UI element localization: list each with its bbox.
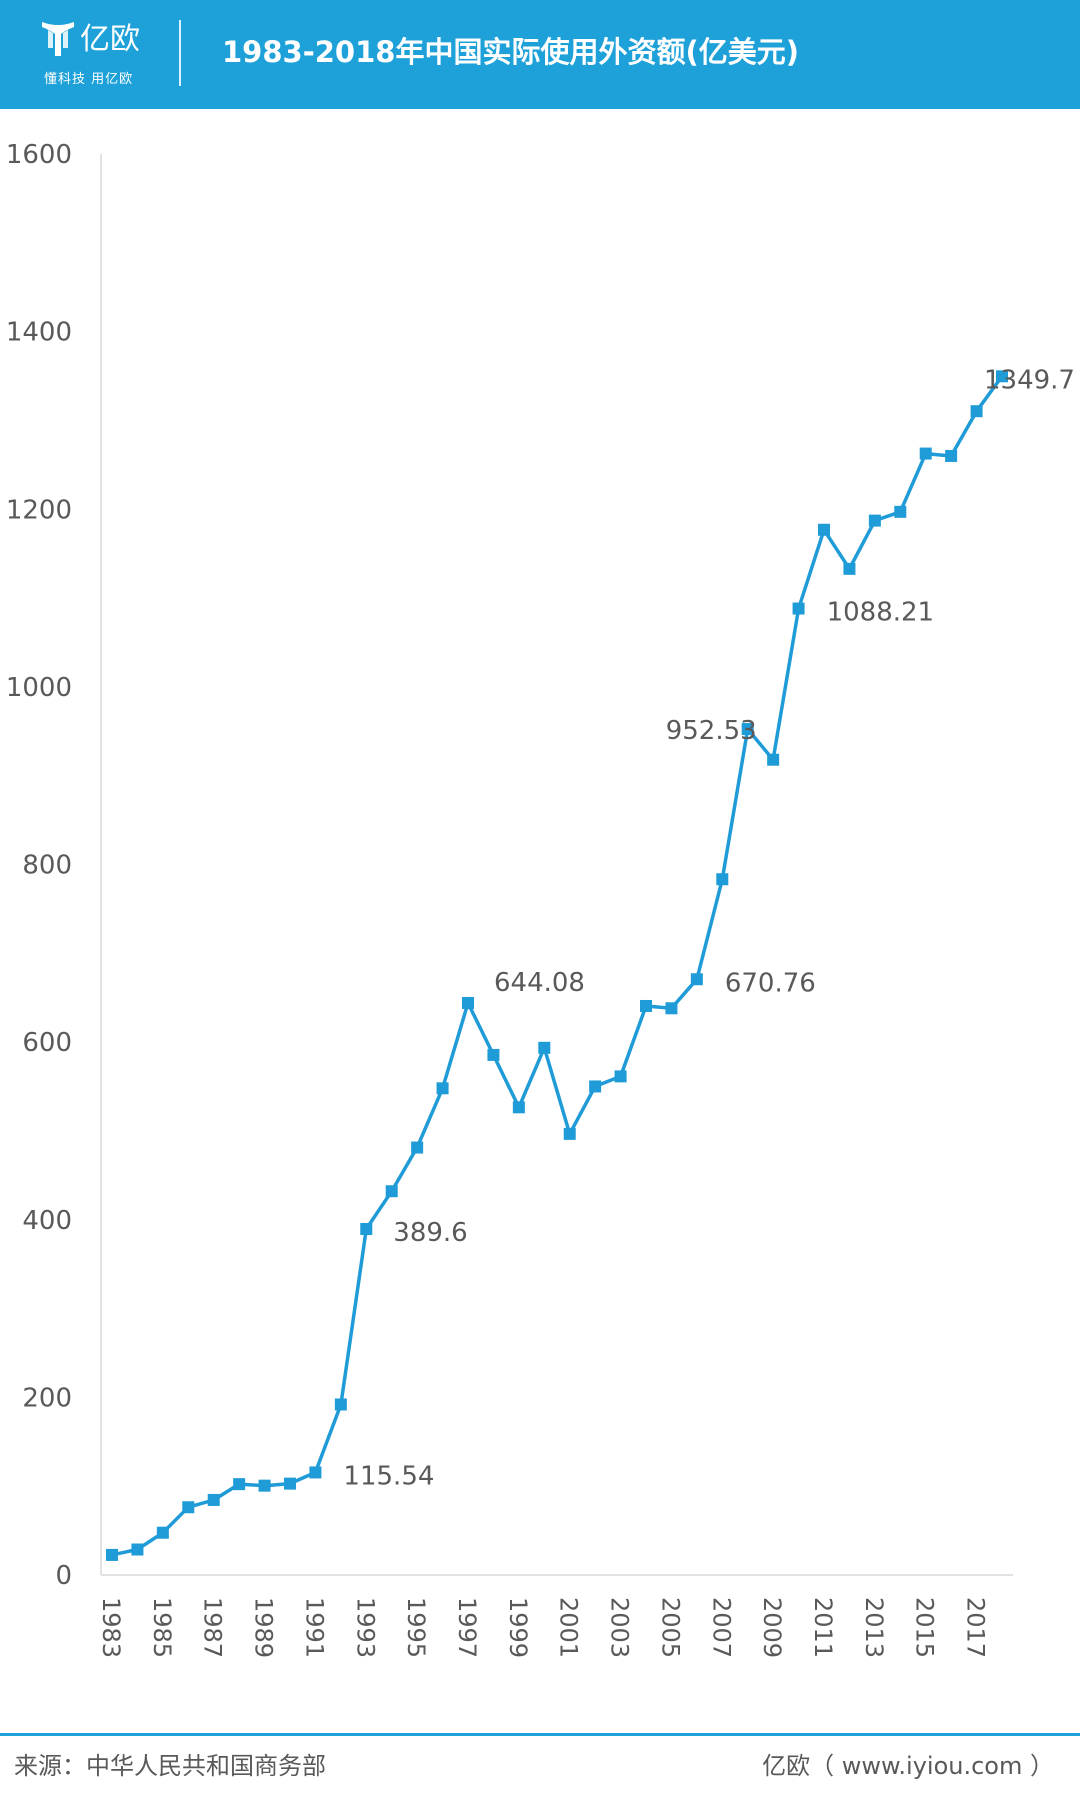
x-tick-label: 2015 <box>911 1597 939 1658</box>
data-point <box>131 1543 144 1556</box>
x-tick-label: 2007 <box>707 1597 735 1658</box>
data-point <box>512 1101 525 1114</box>
site-credit[interactable]: 亿欧（ www.iyiou.com ） <box>762 1752 1054 1780</box>
data-point <box>614 1070 627 1083</box>
data-label: 1349.7 <box>984 365 1075 395</box>
header-banner: 亿欧 懂科技 用亿欧 1983-2018年中国实际使用外资额(亿美元) <box>0 0 1080 109</box>
data-point <box>487 1048 500 1061</box>
y-axis-ticks: 0 200 400 600 800 1000 1200 1400 1600 <box>6 140 72 1591</box>
data-point <box>741 723 754 736</box>
x-axis-ticks: 1983 1985 1987 1989 1991 1993 1995 1997 1999 2001… <box>97 1597 990 1658</box>
y-tick-label: 600 <box>22 1028 72 1058</box>
data-label: 1088.21 <box>827 598 935 628</box>
data-point <box>665 1002 678 1015</box>
data-label: 644.08 <box>494 968 585 998</box>
y-tick-label: 1000 <box>6 673 72 703</box>
data-point <box>716 873 729 886</box>
data-point <box>970 405 983 418</box>
data-point <box>106 1548 118 1561</box>
data-point <box>462 996 474 1009</box>
data-point <box>843 562 856 575</box>
y-tick-label: 1200 <box>6 495 72 525</box>
x-tick-label: 2011 <box>809 1597 837 1658</box>
y-tick-label: 400 <box>22 1206 72 1236</box>
x-tick-label: 1995 <box>402 1597 430 1658</box>
data-point <box>868 514 881 527</box>
data-label: 115.54 <box>343 1461 434 1491</box>
data-point <box>360 1222 373 1235</box>
y-tick-label: 1400 <box>6 318 72 348</box>
brand-logo[interactable]: 亿欧 懂科技 用亿欧 <box>40 18 170 90</box>
data-point <box>207 1493 220 1506</box>
data-point <box>919 447 932 460</box>
x-tick-label: 2005 <box>656 1597 684 1658</box>
x-tick-label: 1987 <box>199 1597 227 1658</box>
data-point <box>538 1041 551 1054</box>
x-tick-label: 2009 <box>758 1597 786 1658</box>
data-label: 952.53 <box>666 716 757 746</box>
source-note: 来源：中华人民共和国商务部 <box>14 1752 326 1780</box>
data-label: 389.6 <box>393 1218 467 1248</box>
x-tick-label: 1999 <box>504 1597 532 1658</box>
x-tick-label: 1983 <box>97 1597 125 1658</box>
x-tick-label: 1997 <box>453 1597 481 1658</box>
data-point <box>563 1127 576 1140</box>
chart-title: 1983-2018年中国实际使用外资额(亿美元) <box>222 35 799 69</box>
y-tick-label: 200 <box>22 1383 72 1413</box>
data-point <box>258 1479 271 1492</box>
data-point <box>894 505 907 518</box>
x-tick-label: 1985 <box>148 1597 176 1658</box>
data-point <box>436 1082 449 1095</box>
data-point <box>334 1398 347 1411</box>
header-divider <box>179 20 181 86</box>
data-point <box>640 999 652 1012</box>
data-point <box>767 753 780 766</box>
data-labels: 115.54 389.6 644.08 670.76 952.53 1088.21 1349… <box>343 365 1075 1491</box>
brand-slogan: 懂科技 用亿欧 <box>44 72 134 87</box>
y-tick-label: 800 <box>22 851 72 881</box>
chart-axes <box>100 154 1013 1576</box>
series-line <box>111 375 1004 1557</box>
data-point <box>818 523 830 536</box>
y-tick-label: 1600 <box>6 140 72 170</box>
yiou-logo-icon <box>42 22 74 56</box>
x-tick-label: 2017 <box>962 1597 990 1658</box>
x-tick-label: 1991 <box>300 1597 328 1658</box>
footer-divider <box>0 1733 1080 1736</box>
data-point <box>411 1141 424 1154</box>
data-point <box>945 449 958 462</box>
x-tick-label: 2013 <box>860 1597 888 1658</box>
data-point <box>589 1080 602 1093</box>
data-point <box>309 1466 322 1479</box>
brand-name: 亿欧 <box>80 22 140 57</box>
data-point <box>284 1477 296 1490</box>
data-point <box>690 973 703 986</box>
data-point <box>792 602 805 615</box>
data-point <box>385 1185 398 1198</box>
x-tick-label: 2003 <box>606 1597 634 1658</box>
data-point <box>996 370 1008 383</box>
data-point <box>156 1526 169 1539</box>
data-point <box>233 1478 246 1491</box>
data-label: 670.76 <box>725 968 816 998</box>
x-tick-label: 1993 <box>351 1597 379 1658</box>
series-layer <box>106 370 1008 1561</box>
x-tick-label: 1989 <box>250 1597 278 1658</box>
y-tick-label: 0 <box>55 1561 72 1591</box>
x-tick-label: 2001 <box>555 1597 583 1658</box>
data-point <box>182 1501 195 1514</box>
